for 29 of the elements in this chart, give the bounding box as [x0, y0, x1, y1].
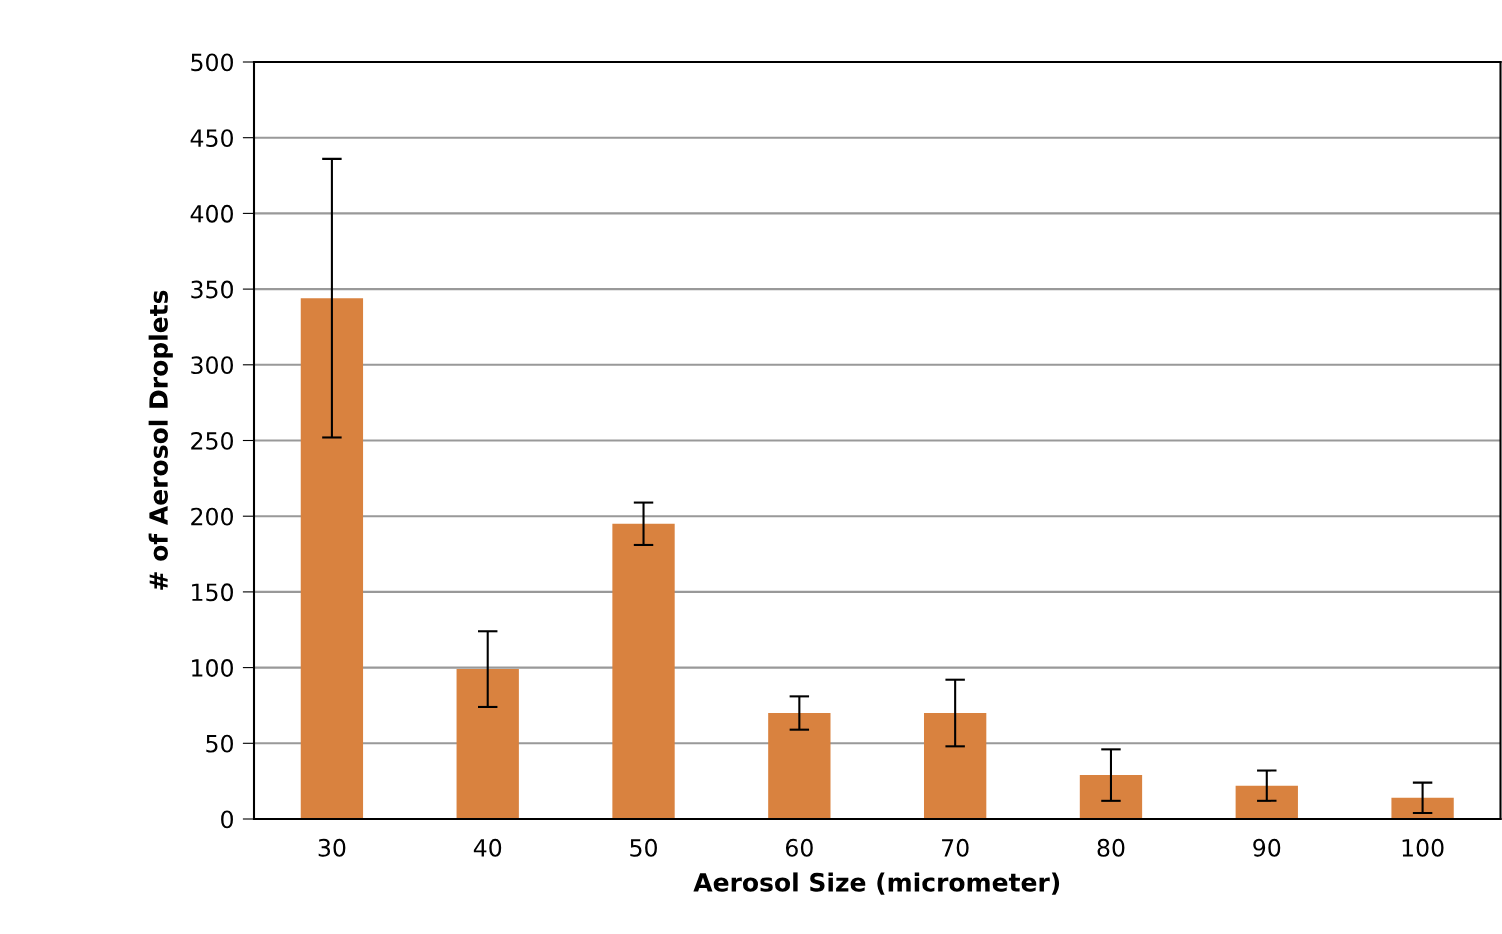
bar: [1391, 797, 1454, 819]
y-tick-label: 500: [191, 53, 233, 72]
bar: [1079, 775, 1143, 819]
bar: [456, 669, 519, 819]
y-tick-label: 400: [190, 204, 233, 223]
y-axis-title: # of Aerosol Droplets: [148, 290, 173, 590]
y-tick-label: 0: [221, 810, 233, 829]
x-tick-label: 40: [473, 838, 502, 857]
bar: [612, 523, 675, 819]
x-tick-label: 30: [318, 838, 346, 857]
x-tick-label: 60: [785, 838, 813, 857]
x-tick-label: 80: [1097, 838, 1125, 857]
y-tick-label: 200: [191, 507, 233, 526]
x-axis-title: Aerosol Size (micrometer): [693, 872, 1060, 895]
y-tick-label: 150: [192, 583, 233, 602]
y-tick-label: 250: [191, 431, 233, 450]
y-tick-label: 350: [191, 280, 233, 299]
bar: [1235, 785, 1298, 819]
bar: [923, 713, 987, 819]
y-tick-label: 50: [206, 734, 233, 753]
y-tick-label: 100: [192, 659, 233, 677]
y-tick-label: 300: [191, 356, 233, 375]
x-tick-label: 50: [630, 838, 657, 857]
x-tick-label: 90: [1253, 838, 1281, 857]
bar: [768, 713, 831, 819]
y-tick-label: 450: [190, 129, 233, 148]
x-tick-label: 100: [1402, 838, 1444, 857]
x-tick-label: 70: [942, 838, 969, 857]
bar: [300, 298, 364, 819]
